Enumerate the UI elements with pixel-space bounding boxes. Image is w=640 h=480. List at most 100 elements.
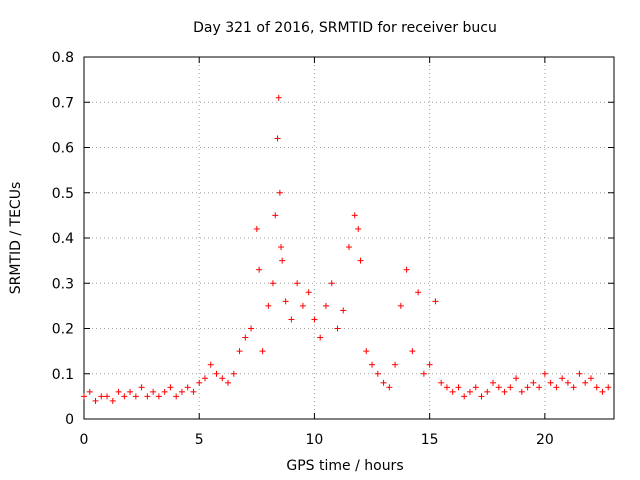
- data-point: [599, 388, 606, 395]
- data-point: [81, 393, 87, 400]
- data-point: [259, 348, 266, 355]
- data-point: [276, 189, 283, 196]
- data-point: [328, 280, 335, 287]
- data-point: [253, 225, 260, 232]
- data-point: [351, 212, 358, 219]
- data-point: [438, 379, 445, 386]
- x-tick-label: 15: [421, 432, 439, 448]
- data-point: [541, 370, 548, 377]
- data-point: [518, 388, 525, 395]
- data-point: [564, 379, 571, 386]
- data-point: [161, 388, 168, 395]
- data-points: [81, 94, 612, 404]
- data-point: [167, 384, 174, 391]
- data-point: [340, 307, 347, 314]
- data-point: [278, 244, 285, 251]
- y-tick-label: 0.5: [52, 186, 74, 202]
- data-point: [144, 393, 151, 400]
- y-tick-label: 0.1: [52, 367, 74, 383]
- data-point: [501, 388, 508, 395]
- data-point: [507, 384, 514, 391]
- data-point: [207, 361, 214, 368]
- data-point: [127, 388, 134, 395]
- data-point: [397, 302, 404, 309]
- data-point: [536, 384, 543, 391]
- data-point: [98, 393, 105, 400]
- data-point: [484, 388, 491, 395]
- data-point: [121, 393, 128, 400]
- data-point: [553, 384, 560, 391]
- data-point: [593, 384, 600, 391]
- data-point: [201, 375, 208, 382]
- data-point: [355, 225, 362, 232]
- data-point: [472, 384, 479, 391]
- y-tick-label: 0.8: [52, 50, 74, 66]
- chart-title: Day 321 of 2016, SRMTID for receiver buc…: [193, 20, 497, 36]
- data-point: [275, 94, 282, 101]
- data-point: [256, 266, 263, 273]
- y-tick-label: 0.6: [52, 141, 74, 157]
- data-point: [178, 388, 185, 395]
- y-tick-label: 0.3: [52, 276, 74, 292]
- data-point: [279, 257, 286, 264]
- data-point: [248, 325, 255, 332]
- data-point: [432, 298, 439, 305]
- data-point: [369, 361, 376, 368]
- data-point: [190, 388, 197, 395]
- x-axis-label: GPS time / hours: [286, 458, 403, 474]
- data-point: [478, 393, 485, 400]
- axis-ticks: 0 0.1 0.2 0.3 0.4 0.5 0.6 0.7 0.8 0 5 10 15 20: [52, 50, 614, 448]
- data-point: [265, 302, 272, 309]
- data-point: [357, 257, 364, 264]
- data-point: [380, 379, 387, 386]
- data-point: [490, 379, 497, 386]
- x-tick-label: 0: [80, 432, 89, 448]
- data-point: [443, 384, 450, 391]
- data-point: [196, 379, 203, 386]
- data-point: [104, 393, 111, 400]
- x-tick-label: 10: [306, 432, 324, 448]
- data-point: [242, 334, 249, 341]
- data-point: [282, 298, 289, 305]
- data-point: [294, 280, 301, 287]
- x-tick-label: 20: [536, 432, 554, 448]
- data-point: [547, 379, 554, 386]
- data-point: [173, 393, 180, 400]
- data-point: [322, 302, 329, 309]
- data-point: [605, 384, 612, 391]
- data-point: [184, 384, 191, 391]
- data-point: [426, 361, 433, 368]
- data-point: [317, 334, 324, 341]
- data-point: [576, 370, 583, 377]
- data-point: [132, 393, 139, 400]
- data-point: [272, 212, 279, 219]
- data-point: [524, 384, 531, 391]
- data-point: [587, 375, 594, 382]
- data-point: [415, 289, 422, 296]
- data-point: [420, 370, 427, 377]
- data-point: [570, 384, 577, 391]
- data-point: [230, 370, 237, 377]
- data-point: [455, 384, 462, 391]
- data-point: [311, 316, 318, 323]
- data-point: [466, 388, 473, 395]
- data-point: [449, 388, 456, 395]
- y-tick-label: 0.4: [52, 231, 74, 247]
- data-point: [86, 388, 93, 395]
- data-point: [213, 370, 220, 377]
- data-point: [409, 348, 416, 355]
- data-point: [274, 135, 281, 142]
- data-point: [513, 375, 520, 382]
- data-point: [92, 397, 99, 404]
- data-point: [269, 280, 276, 287]
- data-point: [299, 302, 306, 309]
- data-point: [363, 348, 370, 355]
- data-point: [495, 384, 502, 391]
- data-point: [150, 388, 157, 395]
- data-point: [346, 244, 352, 251]
- y-axis-label: SRMTID / TECUs: [8, 182, 24, 295]
- grid-lines: [84, 57, 614, 419]
- y-tick-label: 0.2: [52, 322, 74, 338]
- data-point: [386, 384, 393, 391]
